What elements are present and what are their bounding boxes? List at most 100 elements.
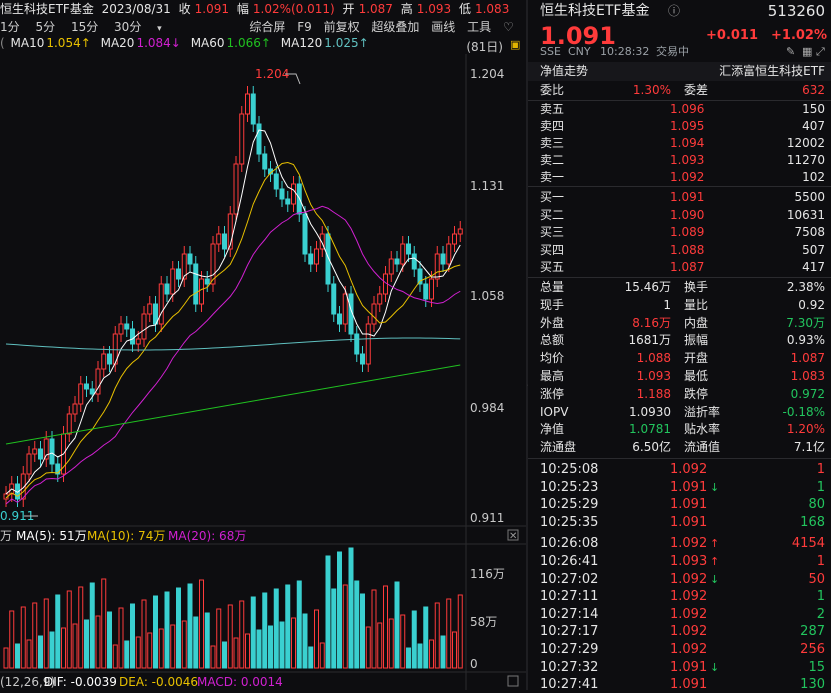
- lock-icon[interactable]: ▣: [510, 38, 521, 51]
- candle: [147, 303, 153, 315]
- tick-price: 1.091: [670, 677, 708, 693]
- candle: [434, 253, 440, 280]
- heart-icon[interactable]: ♡: [502, 20, 514, 34]
- tick-price: 1.091: [670, 659, 708, 675]
- bid-label: 买二: [540, 207, 565, 222]
- ma60-label: MA60: [190, 36, 225, 50]
- divider-4: [528, 458, 831, 459]
- toolbar-fq[interactable]: 前复权: [323, 20, 360, 34]
- volume-bar: [32, 602, 38, 669]
- nav-trend-link[interactable]: 净值走势: [540, 64, 589, 78]
- fund-company[interactable]: 汇添富恒生科技ETF: [719, 64, 825, 78]
- volume-bar: [233, 637, 239, 669]
- volume-bar: [239, 600, 245, 669]
- vol-close-icon[interactable]: [507, 529, 519, 541]
- stat-value: 0.92: [798, 297, 825, 312]
- stat-value: 8.16万: [632, 315, 671, 330]
- volume-bar: [365, 626, 371, 669]
- ask-row[interactable]: 卖五 1.096 150: [528, 101, 831, 118]
- stat-value: 1: [663, 297, 671, 312]
- candle: [440, 253, 446, 265]
- toolbar-f9[interactable]: F9: [297, 20, 312, 34]
- volume-bar: [250, 596, 256, 669]
- expand-icon[interactable]: ⤢: [816, 45, 825, 58]
- candle: [365, 323, 371, 365]
- ask-row[interactable]: 卖四 1.095 407: [528, 118, 831, 135]
- bid-row[interactable]: 买四 1.088 507: [528, 242, 831, 259]
- candle: [388, 258, 394, 275]
- tick-time: 10:25:08: [540, 462, 599, 477]
- info-circle-icon[interactable]: ⓘ: [668, 4, 681, 18]
- candle: [377, 293, 383, 305]
- volume-bar: [210, 645, 216, 669]
- stat-value: 1.20%: [786, 422, 825, 437]
- tick-time: 10:27:14: [540, 606, 599, 622]
- layout-icon[interactable]: ▦: [802, 45, 813, 58]
- toolbar-composite[interactable]: 综合屏: [249, 20, 286, 34]
- ma10-value: 1.054↑: [46, 36, 91, 50]
- bid-volume: 7508: [794, 225, 825, 239]
- ma60-value: 1.066↑: [226, 36, 271, 50]
- chart-info-bar: 恒生科技ETF基金 2023/08/31 收 1.091 幅 1.02%(0.011…: [0, 0, 526, 18]
- candle: [262, 153, 268, 170]
- bid-row[interactable]: 买三 1.089 7508: [528, 224, 831, 241]
- period-30m[interactable]: 30分: [114, 20, 142, 34]
- ytick-4: 0.984: [470, 401, 504, 415]
- bid-row[interactable]: 买二 1.090 10631: [528, 207, 831, 224]
- toolbar-tools[interactable]: 工具: [467, 20, 492, 34]
- vol-ma10: MA(10): 74万: [87, 529, 165, 543]
- fund-name: 恒生科技ETF基金: [0, 2, 94, 16]
- bid-label: 买一: [540, 190, 565, 204]
- ask-row[interactable]: 卖二 1.093 11270: [528, 152, 831, 169]
- volume-bar: [101, 578, 107, 669]
- volume-bar: [107, 611, 112, 669]
- ask-label: 卖四: [540, 119, 565, 133]
- period-count[interactable]: (81日): [466, 40, 503, 54]
- volume-bar: [164, 591, 170, 669]
- kline-chart[interactable]: 1.204 1.131 1.058 0.984 0.911 1.204 0.91…: [0, 54, 526, 690]
- tick-price: 1.092: [670, 462, 708, 477]
- bid-row[interactable]: 买一 1.091 5500: [528, 189, 831, 206]
- period-5m[interactable]: 5分: [35, 20, 56, 34]
- toolbar-overlay[interactable]: 超级叠加: [371, 20, 420, 34]
- period-1m[interactable]: 1分: [0, 20, 20, 34]
- tick-row: 10:27:17 1.092 287: [528, 623, 831, 640]
- candle: [101, 353, 107, 370]
- stat-label: 流通盘: [540, 440, 577, 455]
- ask-row[interactable]: 卖三 1.094 12002: [528, 135, 831, 152]
- candle: [124, 323, 130, 330]
- candle: [239, 113, 245, 165]
- bid-row[interactable]: 买五 1.087 417: [528, 259, 831, 276]
- ask-row[interactable]: 卖一 1.092 102: [528, 169, 831, 186]
- bid-price: 1.088: [670, 242, 705, 257]
- volume-bar: [337, 551, 342, 669]
- candle: [325, 233, 331, 285]
- volume-bar: [296, 580, 302, 669]
- volume-bar: [434, 602, 440, 669]
- volume-bar: [187, 583, 193, 669]
- ma10-line: [5, 161, 461, 499]
- stat-label: 跌停: [684, 386, 709, 401]
- toolbar-draw[interactable]: 画线: [431, 20, 456, 34]
- period-toolbar: 1日 1分 5分 15分 30分 ▾ 综合屏 F9 前复权 超级叠加 画线 工具…: [0, 18, 526, 36]
- macd-close-icon[interactable]: [507, 675, 519, 687]
- stat-value: 15.46万: [624, 280, 671, 294]
- volume-bar: [38, 635, 43, 669]
- volume-bar: [377, 622, 383, 669]
- tick-row: 10:27:29 1.092 256: [528, 641, 831, 658]
- candle: [285, 198, 291, 205]
- volume-bar: [141, 599, 147, 669]
- period-15m[interactable]: 15分: [70, 20, 99, 34]
- stat-value: 1.0930: [629, 404, 671, 419]
- open-value: 1.087: [358, 2, 393, 16]
- vol-unit: 万: [0, 529, 12, 543]
- triangle-down-icon[interactable]: ▾: [157, 24, 162, 34]
- macd-dif: DIF: -0.0039: [44, 675, 117, 689]
- volume-bar: [342, 584, 348, 669]
- stat-row: 涨停 1.188 跌停 0.972: [528, 386, 831, 403]
- volume-bar: [89, 582, 95, 669]
- ma60-line: [5, 364, 461, 445]
- volume-bar: [388, 618, 394, 669]
- volume-bar: [135, 636, 141, 669]
- edit-icon[interactable]: ✎: [786, 45, 796, 58]
